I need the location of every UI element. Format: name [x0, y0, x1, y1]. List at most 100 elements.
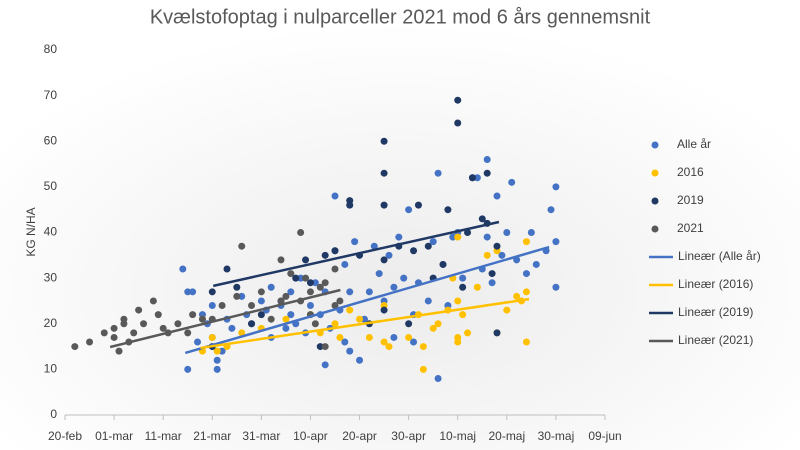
point — [419, 365, 427, 373]
point — [277, 297, 285, 305]
y-tick-label: 20 — [44, 316, 58, 330]
point — [238, 292, 246, 300]
y-tick-label: 30 — [44, 270, 58, 284]
point — [321, 343, 329, 351]
legend-label: Lineær (2016) — [678, 277, 753, 291]
point — [400, 274, 408, 282]
point — [341, 338, 349, 346]
y-tick-label: 0 — [50, 407, 57, 421]
x-tick-label: 09-jun — [588, 429, 621, 443]
point — [375, 270, 383, 278]
point — [331, 265, 339, 273]
point — [267, 283, 275, 291]
point — [390, 283, 398, 291]
point — [189, 311, 197, 319]
point — [331, 302, 339, 309]
point — [184, 329, 192, 337]
point — [552, 238, 560, 246]
point — [154, 311, 162, 319]
point — [306, 302, 314, 309]
point — [297, 274, 305, 282]
point — [110, 333, 118, 341]
point — [419, 343, 427, 351]
point — [267, 315, 275, 323]
point — [424, 297, 432, 305]
point — [174, 320, 182, 328]
point — [483, 156, 491, 163]
point — [287, 270, 295, 278]
point — [213, 347, 221, 355]
point — [390, 333, 398, 341]
point — [454, 338, 462, 346]
point — [257, 288, 265, 296]
point — [429, 324, 437, 332]
point — [238, 242, 246, 250]
y-tick-label: 40 — [44, 225, 58, 239]
point — [464, 229, 472, 236]
point — [356, 356, 364, 364]
y-axis-label: KG N/HA — [24, 207, 38, 256]
point — [341, 260, 349, 268]
x-tick-label: 11-mar — [145, 429, 182, 443]
point — [346, 347, 354, 355]
point — [459, 311, 467, 319]
legend-label: 2021 — [677, 221, 704, 235]
point — [380, 256, 388, 264]
point — [380, 201, 388, 209]
point — [434, 320, 442, 328]
x-tick-label: 21-mar — [193, 429, 231, 443]
point — [302, 256, 310, 264]
point — [130, 329, 138, 337]
point — [208, 333, 216, 341]
point — [311, 279, 319, 287]
point — [488, 270, 496, 278]
point — [434, 169, 442, 177]
point — [223, 265, 231, 273]
y-tick-label: 10 — [44, 362, 58, 376]
point — [213, 365, 221, 373]
point — [380, 338, 388, 346]
point — [547, 206, 555, 214]
point — [238, 329, 246, 337]
point — [473, 174, 481, 182]
x-tick-label: 10-maj — [439, 429, 476, 443]
legend-label: Lineær (Alle år) — [678, 249, 761, 263]
point — [316, 343, 324, 351]
point — [297, 229, 305, 236]
point — [380, 306, 388, 314]
point — [503, 229, 511, 236]
point — [405, 333, 413, 341]
point — [110, 324, 118, 332]
legend-label: Alle år — [677, 137, 711, 151]
point — [370, 242, 378, 250]
point — [282, 324, 290, 332]
point — [331, 247, 339, 255]
point — [257, 311, 265, 319]
point — [321, 361, 329, 369]
point — [140, 320, 148, 328]
point — [522, 288, 530, 296]
point — [306, 288, 314, 296]
legend-label: Lineær (2021) — [678, 333, 753, 347]
y-tick-label: 80 — [44, 42, 58, 56]
point — [356, 315, 364, 323]
point — [331, 192, 339, 200]
legend-label: 2016 — [677, 165, 704, 179]
point — [198, 315, 206, 323]
point — [135, 306, 143, 314]
point — [302, 274, 310, 282]
point — [331, 320, 339, 328]
point — [468, 174, 476, 182]
point — [449, 233, 457, 241]
legend-swatch — [651, 197, 659, 205]
point — [228, 324, 236, 332]
point — [277, 256, 285, 264]
x-tick-label: 01-mar — [95, 429, 133, 443]
point — [179, 265, 187, 273]
point — [120, 315, 128, 323]
y-tick-label: 70 — [44, 88, 58, 102]
point — [478, 215, 486, 223]
x-tick-label: 31-mar — [242, 429, 280, 443]
point — [395, 233, 403, 241]
